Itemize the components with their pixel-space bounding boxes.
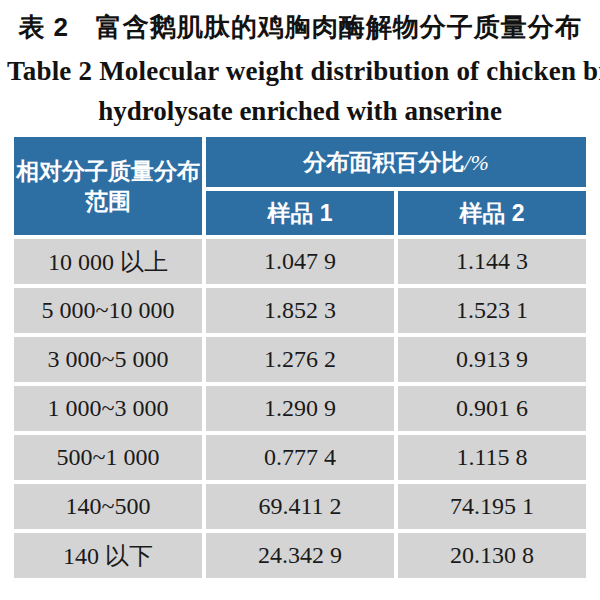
range-cell: 140 以下 (14, 533, 202, 578)
table-row: 140 以下 24.342 9 20.130 8 (14, 533, 586, 578)
header-area-label: 分布面积百分比 (303, 149, 464, 175)
table-title-english-line2: hydrolysate enriched with anserine (0, 91, 600, 131)
sample2-value-cell: 20.130 8 (398, 533, 586, 578)
header-area-unit: /% (464, 150, 488, 175)
molecular-weight-table: 相对分子质量分布 范围 分布面积百分比/% 样品 1 样品 2 10 000 以… (10, 133, 590, 582)
header-range-line1: 相对分子质量分布 (14, 156, 202, 186)
sample1-value-cell: 69.411 2 (206, 484, 394, 529)
table-row: 10 000 以上 1.047 9 1.144 3 (14, 239, 586, 284)
table-row: 3 000~5 000 1.276 2 0.913 9 (14, 337, 586, 382)
table-row: 140~500 69.411 2 74.195 1 (14, 484, 586, 529)
header-row-1: 相对分子质量分布 范围 分布面积百分比/% (14, 137, 586, 187)
range-cell: 10 000 以上 (14, 239, 202, 284)
table-row: 500~1 000 0.777 4 1.115 8 (14, 435, 586, 480)
paper-table-page: 表 2 富含鹅肌肽的鸡胸肉酶解物分子质量分布 Table 2 Molecular… (0, 9, 600, 600)
sample2-value-cell: 1.523 1 (398, 288, 586, 333)
table-title-chinese: 表 2 富含鹅肌肽的鸡胸肉酶解物分子质量分布 (0, 9, 600, 45)
sample1-value-cell: 1.276 2 (206, 337, 394, 382)
sample2-value-cell: 74.195 1 (398, 484, 586, 529)
sample1-value-cell: 0.777 4 (206, 435, 394, 480)
sample1-value-cell: 1.852 3 (206, 288, 394, 333)
table-row: 5 000~10 000 1.852 3 1.523 1 (14, 288, 586, 333)
range-cell: 5 000~10 000 (14, 288, 202, 333)
header-sample1: 样品 1 (206, 191, 394, 235)
sample1-value-cell: 1.290 9 (206, 386, 394, 431)
sample2-value-cell: 0.901 6 (398, 386, 586, 431)
range-cell: 3 000~5 000 (14, 337, 202, 382)
header-area-percent: 分布面积百分比/% (206, 137, 586, 187)
range-cell: 140~500 (14, 484, 202, 529)
table-title-english-line1: Table 2 Molecular weight distribution of… (0, 51, 600, 91)
range-cell: 1 000~3 000 (14, 386, 202, 431)
header-range-line2: 范围 (14, 186, 202, 216)
header-sample2: 样品 2 (398, 191, 586, 235)
sample1-value-cell: 24.342 9 (206, 533, 394, 578)
sample1-value-cell: 1.047 9 (206, 239, 394, 284)
sample2-value-cell: 1.115 8 (398, 435, 586, 480)
sample2-value-cell: 1.144 3 (398, 239, 586, 284)
header-range: 相对分子质量分布 范围 (14, 137, 202, 235)
table-row: 1 000~3 000 1.290 9 0.901 6 (14, 386, 586, 431)
sample2-value-cell: 0.913 9 (398, 337, 586, 382)
range-cell: 500~1 000 (14, 435, 202, 480)
